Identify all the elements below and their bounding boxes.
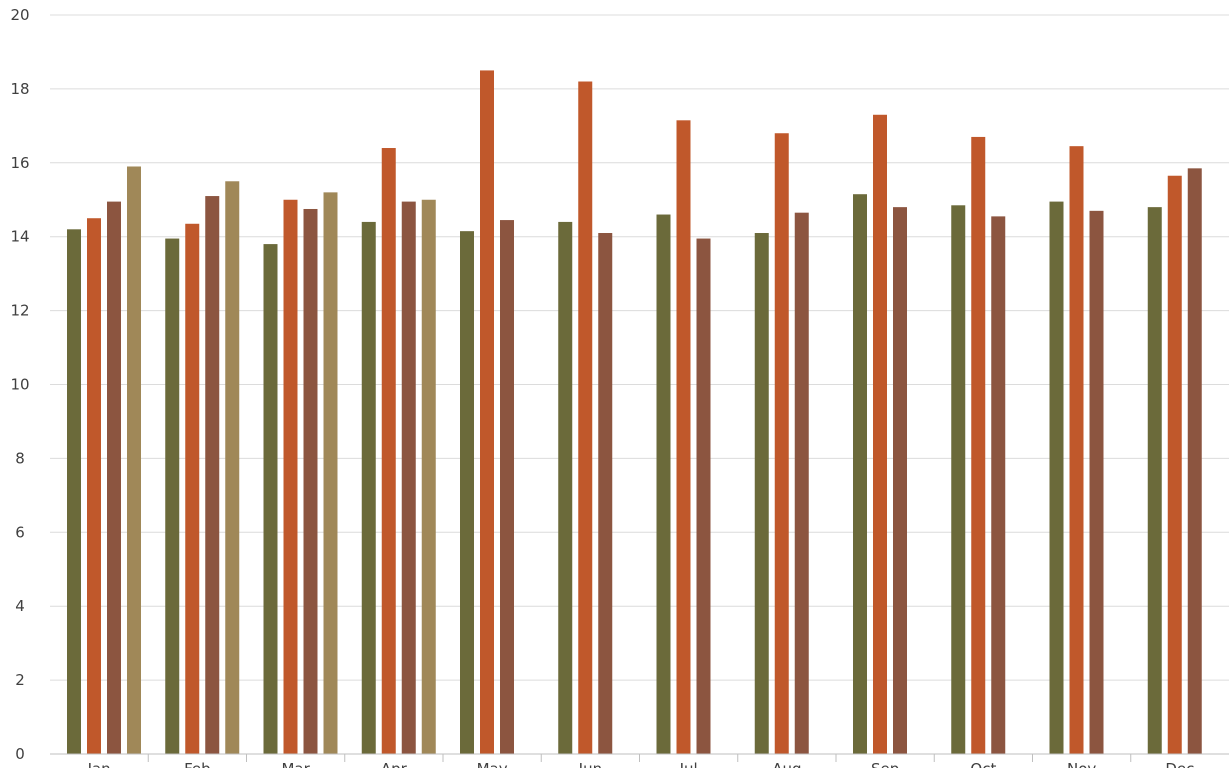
bar — [185, 223, 200, 754]
bar — [853, 194, 867, 754]
bar — [500, 220, 514, 754]
bar — [893, 207, 907, 754]
x-tick-label: Feb — [184, 760, 211, 768]
x-tick-label: Jul — [679, 760, 698, 768]
x-tick-label: Jan — [87, 760, 111, 768]
x-axis: Jan Feb Mar Apr May Jun Jul Aug Sep Oct Nov Dec — [50, 753, 1229, 768]
bar — [951, 205, 966, 755]
y-tick-label: 10 — [10, 376, 29, 394]
x-tick-label: Aug — [772, 760, 801, 768]
x-tick-label: Apr — [381, 760, 408, 768]
bar — [263, 244, 278, 754]
bar — [1089, 210, 1104, 754]
bar — [1049, 201, 1064, 754]
bar — [67, 229, 81, 754]
bar — [1069, 146, 1084, 755]
y-tick-label: 20 — [10, 6, 29, 24]
y-tick-label: 18 — [10, 80, 29, 98]
bar — [225, 181, 240, 754]
gridlines — [50, 14, 1229, 681]
bar — [381, 148, 396, 754]
y-tick-label: 0 — [15, 745, 25, 763]
bar — [754, 233, 769, 754]
bars — [67, 70, 1202, 755]
bar — [696, 238, 711, 755]
x-tick-label: May — [477, 760, 508, 768]
bar — [361, 221, 376, 755]
bar — [1167, 175, 1182, 755]
x-tick-label: Sep — [871, 760, 899, 768]
x-tick-label: Oct — [970, 760, 996, 768]
bar — [676, 120, 691, 755]
bar — [598, 233, 613, 754]
y-tick-label: 8 — [15, 449, 25, 467]
bar — [205, 196, 220, 754]
bar — [107, 201, 121, 754]
y-tick-label: 14 — [10, 228, 29, 246]
bar — [401, 201, 416, 754]
bar — [558, 221, 573, 755]
bar — [165, 238, 180, 755]
bar — [323, 192, 338, 755]
bar — [971, 136, 986, 754]
bar — [578, 81, 593, 754]
bar — [303, 208, 318, 755]
bar — [480, 70, 494, 755]
bar — [127, 166, 141, 754]
bar — [283, 199, 298, 754]
y-tick-label: 12 — [10, 302, 29, 320]
bar — [774, 133, 789, 755]
bar — [873, 114, 887, 754]
x-tick-label: Jun — [578, 760, 602, 768]
bar — [421, 199, 436, 754]
x-tick-label: Mar — [281, 760, 310, 768]
y-tick-label: 2 — [15, 671, 25, 689]
x-tick-label: Nov — [1067, 760, 1096, 768]
y-axis: 0 2 4 6 8 10 12 14 16 18 20 — [10, 6, 29, 763]
bar — [87, 218, 101, 755]
bar — [1187, 168, 1202, 754]
bar — [794, 212, 809, 754]
bar — [460, 231, 474, 755]
y-tick-label: 16 — [10, 154, 29, 172]
x-tick-label: Dec — [1165, 760, 1194, 768]
y-tick-label: 4 — [15, 597, 25, 615]
bar — [991, 216, 1006, 754]
bar — [1147, 207, 1162, 754]
y-tick-label: 6 — [15, 523, 25, 541]
bar — [656, 214, 671, 754]
